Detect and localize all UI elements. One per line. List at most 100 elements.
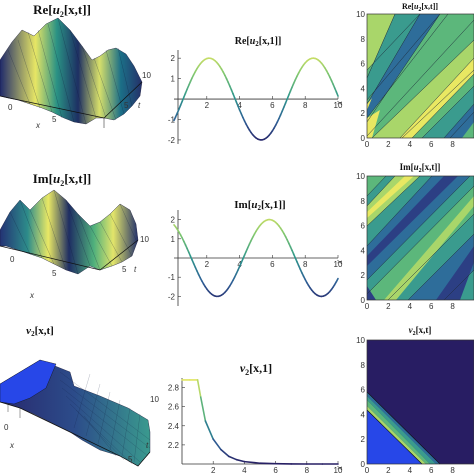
im3d-tlabel: t <box>134 265 137 274</box>
re3d-xlabel: x <box>35 121 41 130</box>
imcon-ticks-y-label: 10 <box>356 172 365 181</box>
v2d-y-tick-label: 2.8 <box>168 384 180 393</box>
v2d-x-tick-label: 4 <box>242 466 247 474</box>
re2d-y-tick-label: 2 <box>171 54 176 63</box>
panel-v-contour: v2[x,t] 0 2 4 6 8 10 0 2 4 6 8 <box>356 325 474 474</box>
re3d-t-tick: 5 <box>124 101 129 110</box>
im3d-x-tick: 5 <box>52 269 57 278</box>
re2d-title: Re[u2[x,1]] <box>235 36 282 48</box>
v2d-x-tick-label: 10 <box>334 466 343 474</box>
vcon-ticks-y-label: 2 <box>361 435 366 444</box>
v2d-y-tick-label: 2.6 <box>168 403 180 412</box>
im3d-x-tick: 0 <box>10 255 15 264</box>
v2d-series-segment <box>243 460 261 465</box>
panel-re-3d: Re[u2[x,t]] 0 5 5 10 x t <box>0 2 151 130</box>
vcon-ticks-y-label: 10 <box>356 336 365 345</box>
vcon-ticks-y-label: 0 <box>361 460 366 469</box>
panel-im-3d: Im[u2[x,t]] 0 5 5 10 x t <box>0 171 149 300</box>
vcon-title: v2[x,t] <box>409 325 432 337</box>
re3d-x-tick: 5 <box>52 115 57 124</box>
recon-ticks-x-label: 6 <box>429 140 434 149</box>
re2d-y-tick-label: -2 <box>168 136 176 145</box>
recon-ticks-y-label: 4 <box>361 84 366 93</box>
vcon-ticks-y-label: 4 <box>361 410 366 419</box>
im3d-surface <box>0 189 139 275</box>
imcon-title: Im[u2[x,t]] <box>400 162 441 174</box>
recon-title: Re[u2[x,t]] <box>402 2 438 13</box>
im2d-title: Im[u2[x,1]] <box>234 199 285 212</box>
re3d-t-tick: 10 <box>142 71 151 80</box>
v2d-series-segment <box>199 396 207 422</box>
recon-ticks-y-label: 0 <box>361 134 366 143</box>
v2d-series-segment <box>220 448 230 458</box>
recon-bands <box>367 14 474 138</box>
v3d-plateau <box>0 359 57 405</box>
v2d-series-segment <box>196 379 202 398</box>
imcon-ticks-y-label: 0 <box>361 296 366 305</box>
v3d-t-tick: 10 <box>150 395 159 404</box>
re2d-y-tick-label: -1 <box>168 115 176 124</box>
panel-re-contour: Re[u2[x,t]] 0 2 4 6 8 10 0 2 4 6 8 <box>356 2 474 149</box>
recon-contour-lines <box>366 13 474 139</box>
re2d-series-segment <box>335 91 339 97</box>
im3d-t-tick: 10 <box>140 235 149 244</box>
re2d-y-tick-label: 1 <box>171 75 176 84</box>
vcon-ticks-y-label: 6 <box>361 386 366 395</box>
re2d-x-tick-label: 8 <box>303 101 308 110</box>
re3d-title: Re[u2[x,t]] <box>33 2 91 19</box>
v3d-xlabel: x <box>9 441 15 450</box>
imcon-contour-lines <box>366 175 474 301</box>
recon-ticks-y-label: 2 <box>361 109 366 118</box>
re2d-x-tick-label: 2 <box>205 101 210 110</box>
im2d-y-tick-label: 2 <box>171 216 176 225</box>
panel-v-line: v2[x,1] 2 4 6 8 10 2.2 2.4 2.6 2.8 x <box>168 361 344 474</box>
recon-ticks-y-label: 8 <box>361 35 366 44</box>
v2d-series-segment <box>235 458 246 463</box>
im2d-xlabel: x <box>335 259 344 265</box>
im2d-y-tick-label: 1 <box>171 235 176 244</box>
im2d-x-tick-label: 2 <box>205 260 210 269</box>
im2d-x-tick-label: 6 <box>270 260 275 269</box>
vcon-ticks-y-label: 8 <box>361 361 366 370</box>
v2d-series-segment <box>212 438 222 451</box>
v2d-x-tick-label: 8 <box>305 466 310 474</box>
im3d-mesh <box>9 189 137 275</box>
recon-ticks-x-label: 8 <box>450 140 455 149</box>
re3d-x-tick: 0 <box>8 103 13 112</box>
im3d-xlabel: x <box>29 291 35 300</box>
recon-ticks-x-label: 0 <box>365 140 370 149</box>
imcon-ticks-y-label: 6 <box>361 222 366 231</box>
imcon-ticks-x-label: 2 <box>386 302 391 311</box>
panel-im-contour: Im[u2[x,t]] 0 2 4 6 8 10 0 2 4 6 8 <box>356 162 474 311</box>
re2d-x-tick-label: 6 <box>270 101 275 110</box>
vcon-contour-lines <box>366 391 441 465</box>
v3d-mesh <box>59 371 151 465</box>
vcon-ticks-x-label: 8 <box>450 466 455 474</box>
recon-ticks-x-label: 2 <box>386 140 391 149</box>
imcon-bands <box>367 176 474 300</box>
vcon-ticks-x-label: 6 <box>429 466 434 474</box>
vcon-ticks-x-label: 0 <box>365 466 370 474</box>
v3d-x-tick: 0 <box>4 423 9 432</box>
recon-ticks-y-label: 10 <box>356 10 365 19</box>
re3d-tlabel: t <box>138 101 141 110</box>
v3d-t-tick: 5 <box>128 455 133 464</box>
v2d-x-tick-label: 2 <box>211 466 216 474</box>
im2d-x-tick-label: 10 <box>334 260 343 269</box>
imcon-ticks-y-label: 4 <box>361 246 366 255</box>
v2d-y-tick-label: 2.2 <box>168 441 180 450</box>
panel-v-3d: v2[x,t] 0 5 10 x t <box>0 325 159 467</box>
re3d-mesh <box>7 17 133 125</box>
imcon-ticks-x-label: 0 <box>365 302 370 311</box>
recon-ticks-y-label: 6 <box>361 60 366 69</box>
v2d-y-tick-label: 2.4 <box>168 422 180 431</box>
v2d-title: v2[x,1] <box>240 361 272 377</box>
panel-re-line: Re[u2[x,1]] 2 4 6 8 10 -2 -1 1 2 x <box>168 36 344 145</box>
v2d-x-tick-label: 6 <box>273 466 278 474</box>
v2d-series-segment <box>204 420 214 440</box>
im2d-x-tick-label: 8 <box>303 260 308 269</box>
imcon-ticks-x-label: 8 <box>450 302 455 311</box>
re2d-xlabel: x <box>335 100 344 106</box>
